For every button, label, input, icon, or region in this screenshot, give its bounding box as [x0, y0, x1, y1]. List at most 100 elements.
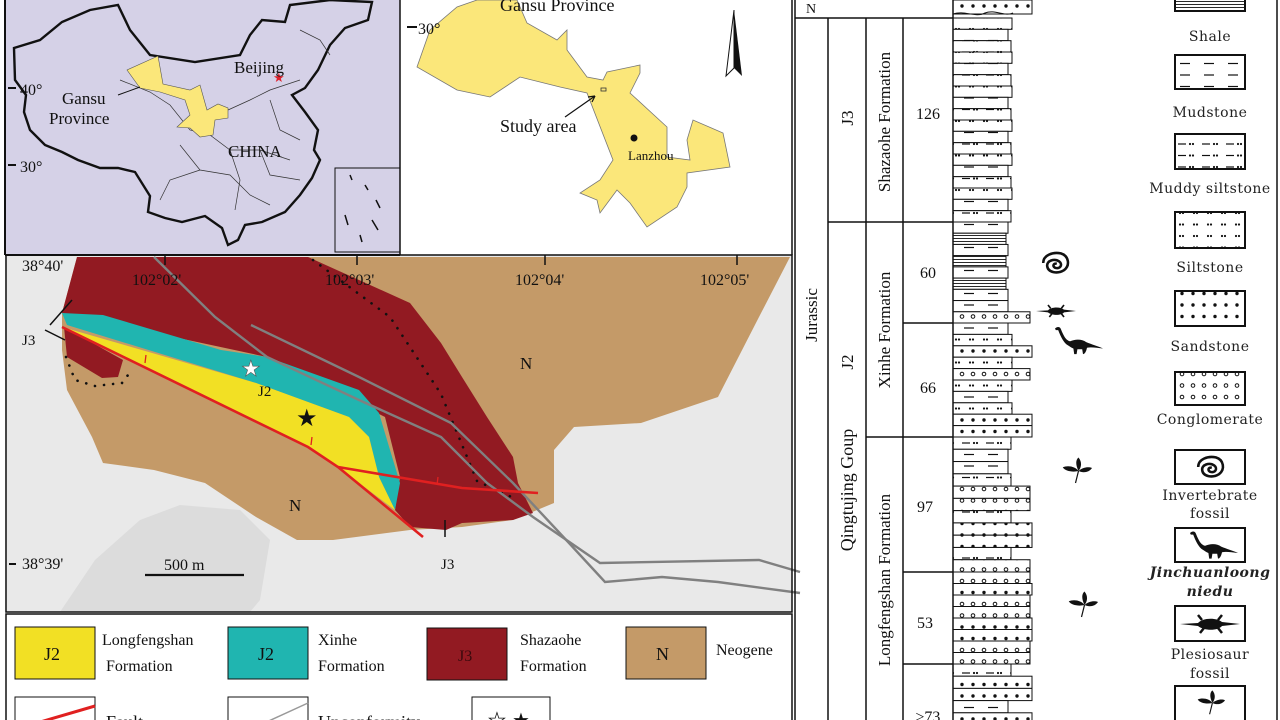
lithology-legend: Shale Mudstone Muddy siltstone Siltstone… — [1147, 0, 1270, 720]
svg-text:★: ★ — [512, 710, 530, 720]
plant-fossil-icon — [1062, 456, 1092, 484]
dinosaur-label-2: niedu — [1187, 584, 1234, 600]
svg-text:Longfengshan: Longfengshan — [102, 632, 194, 649]
lat-label-3840: 38°40' — [22, 258, 63, 275]
scale-bar-label: 500 m — [164, 557, 205, 574]
shazaohe-blob — [64, 327, 123, 378]
legend-road: Unconformity — [227, 696, 420, 720]
province-borders — [119, 29, 331, 211]
lithology-layer-siltstone — [952, 379, 1013, 392]
lithology-layer-muddy-siltstone — [952, 473, 1012, 487]
lithology-layer-conglomerate — [952, 485, 1031, 499]
lithology-layer-conglomerate — [952, 311, 1031, 324]
lon-label-10203: 102°03' — [325, 272, 374, 289]
svg-text:N: N — [656, 644, 669, 664]
north-arrow-icon — [725, 9, 742, 78]
lithology-layer-mudstone — [952, 300, 1009, 313]
thickness-97: 97 — [917, 499, 933, 516]
formation-label-longfengshan: Longfengshan Formation — [875, 493, 894, 666]
svg-text:Formation: Formation — [318, 658, 385, 675]
lat-label-3839: 38°39' — [22, 556, 63, 573]
black-star-icon: ★ — [296, 406, 318, 432]
legend-neogene: N Neogene — [625, 626, 773, 680]
lithology-layer-muddy-siltstone — [952, 142, 1012, 155]
beijing-label: Beijing — [234, 58, 285, 77]
conglomerate-swatch — [1174, 371, 1246, 406]
lithology-layer-mudstone — [952, 448, 1009, 463]
svg-text:J2: J2 — [44, 644, 60, 664]
lithology-layer-mudstone — [952, 461, 1009, 475]
lithology-layer-conglomerate — [952, 640, 1031, 653]
gansu-province-shape — [416, 0, 731, 228]
svg-text:Fault: Fault — [106, 712, 143, 720]
plesiosaur-fossil-icon — [1036, 304, 1076, 318]
lithology-layer-mudstone — [952, 198, 1009, 212]
lithology-layer-muddy-siltstone — [952, 74, 1012, 87]
lithology-layer-muddy-siltstone — [952, 176, 1012, 189]
lithology-layer-siltstone — [952, 333, 1013, 347]
lithology-layer-sandstone — [952, 413, 1033, 427]
lithology-layer-mudstone — [952, 390, 1009, 404]
unconformity-dots — [64, 258, 520, 502]
muddy-siltstone-label: Muddy siltstone — [1149, 181, 1270, 197]
map-legend: J2 Longfengshan Formation J2 Xinhe Forma… — [5, 613, 793, 720]
lithology-layer-conglomerate — [952, 606, 1031, 619]
lithology-layer-mudstone — [952, 96, 1009, 110]
shale-label: Shale — [1189, 29, 1231, 45]
group-label: Qingtujing Goup — [837, 429, 857, 552]
lithology-layer-muddy-siltstone — [952, 546, 1012, 561]
lithology-layer-sandstone — [952, 583, 1033, 596]
lithology-layer-mudstone — [952, 164, 1009, 178]
lithology-layer-siltstone — [952, 119, 1013, 132]
lithology-layer-muddy-siltstone — [952, 436, 1012, 450]
longfengshan-formation-area — [62, 327, 395, 510]
formation-label-xinhe: Xinhe Formation — [875, 271, 894, 388]
geological-map: ★ ★ 38°40' 102°02' 102°03' 102°04' 102°0… — [5, 254, 801, 613]
gansu-province-shape — [126, 55, 229, 138]
lon-label-10205: 102°05' — [700, 272, 749, 289]
lithology-layer-mudstone — [952, 28, 1009, 42]
mudstone-swatch — [1174, 54, 1246, 90]
lithology-layer-sandstone — [952, 425, 1033, 438]
china-inset-map: ★ Beijing Gansu Province CHINA 40° 30° — [4, 0, 401, 255]
sandstone-label: Sandstone — [1171, 339, 1250, 355]
sandstone-swatch — [1174, 290, 1246, 327]
faults — [61, 325, 539, 539]
islands — [344, 174, 381, 243]
lithology-layer-siltstone — [952, 402, 1013, 415]
legend-stars: ★ ★ — [471, 696, 551, 720]
lithology-layer-muddy-siltstone — [952, 663, 1012, 677]
lithology-layer-sandstone — [952, 534, 1033, 548]
lithology-layer-sandstone — [952, 675, 1033, 689]
white-star-icon: ★ — [241, 356, 261, 381]
lithology-layer-muddy-siltstone — [952, 108, 1012, 121]
gansu-lat-label: 30° — [418, 21, 440, 38]
siltstone-swatch — [1174, 211, 1246, 249]
series-label-j2: J2 — [838, 354, 857, 369]
legend-xinhe: J2 Xinhe Formation — [227, 626, 385, 680]
thickness-60: 60 — [920, 265, 936, 282]
beijing-star-icon: ★ — [273, 70, 285, 85]
unit-label-n: N — [520, 354, 532, 373]
lithology-layer-sandstone — [952, 345, 1033, 358]
svg-text:Formation: Formation — [520, 658, 587, 675]
lithology-layer-mudstone — [952, 243, 1009, 257]
unit-label-n: N — [289, 496, 301, 515]
lithology-column — [952, 0, 1033, 720]
lat-label-30: 30° — [20, 159, 42, 176]
stratigraphic-column: N Jurassic J3 J2 Qingtujing Goup Shazaoh… — [794, 0, 1278, 720]
gansu-map: Gansu Province 30° Study area Lanzhou — [399, 0, 793, 255]
formation-label-shazaohe: Shazaohe Formation — [875, 51, 894, 192]
lanzhou-dot — [630, 134, 638, 142]
lithology-layer-muddy-siltstone — [952, 40, 1012, 53]
china-label: CHINA — [228, 142, 283, 161]
legend-shazaohe: J3 Shazaohe Formation — [426, 627, 587, 681]
svg-text:★: ★ — [488, 710, 506, 720]
thickness-53: 53 — [917, 615, 933, 632]
era-label: Jurassic — [802, 288, 821, 342]
lithology-layer-mudstone — [952, 62, 1009, 76]
svg-text:Neogene: Neogene — [716, 642, 773, 659]
svg-text:Shazaohe: Shazaohe — [520, 632, 581, 649]
siltstone-label: Siltstone — [1176, 260, 1243, 276]
